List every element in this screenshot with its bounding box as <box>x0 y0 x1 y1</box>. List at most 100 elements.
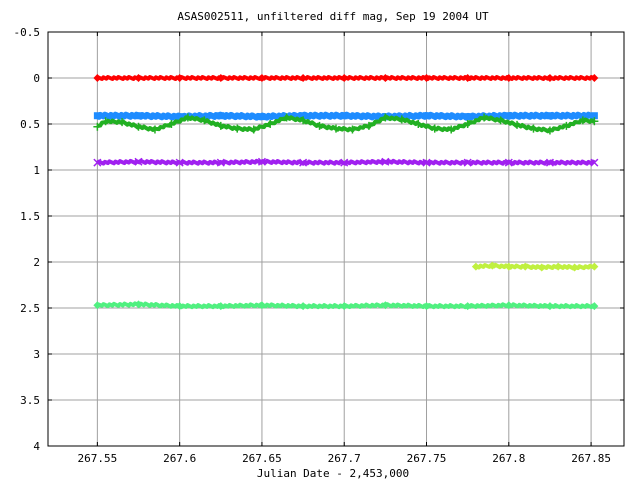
data-point <box>529 124 538 133</box>
axis-ticks: 267.55 267.6 267.65 267.7 267.75 267.8 267.85 -… <box>14 26 624 465</box>
data-point <box>430 124 439 133</box>
y-tick-label: 2.5 <box>20 302 40 315</box>
chart-title: ASAS002511, unfiltered diff mag, Sep 19 … <box>177 10 489 23</box>
data-point <box>340 158 349 167</box>
data-point <box>200 116 209 125</box>
data-point <box>537 263 546 272</box>
data-point <box>315 121 324 130</box>
y-tick-label: 3 <box>33 348 40 361</box>
data-point <box>216 158 225 167</box>
data-point <box>590 74 599 82</box>
data-point <box>332 124 340 133</box>
data-point <box>176 113 184 121</box>
data-point <box>463 120 472 128</box>
series-6 <box>93 300 599 311</box>
data-point <box>340 302 349 311</box>
data-point <box>118 118 127 127</box>
data-point <box>590 158 599 167</box>
data-point <box>134 122 143 131</box>
data-point <box>496 116 505 125</box>
series-trace <box>96 114 596 134</box>
data-point <box>233 124 242 133</box>
series-5 <box>471 261 599 272</box>
data-point <box>217 112 225 120</box>
data-point <box>257 157 266 166</box>
data-point <box>488 261 497 270</box>
data-point <box>554 262 563 271</box>
x-tick-label: 267.75 <box>407 452 447 465</box>
plot-frame <box>47 31 625 447</box>
data-point <box>299 74 308 82</box>
data-point <box>463 74 472 82</box>
data-point <box>504 262 513 271</box>
data-point <box>216 74 225 82</box>
data-point <box>562 121 571 130</box>
data-point <box>183 113 192 122</box>
data-point <box>93 158 102 167</box>
data-point <box>175 74 184 82</box>
data-point <box>447 125 456 134</box>
data-point <box>422 302 431 311</box>
data-point <box>480 113 489 122</box>
data-point <box>463 158 472 167</box>
data-point <box>546 112 554 120</box>
data-point <box>135 112 143 120</box>
data-point <box>505 112 513 120</box>
data-point <box>590 262 599 271</box>
x-tick-label: 267.6 <box>163 452 196 465</box>
data-point <box>545 158 554 167</box>
data-point <box>521 262 530 271</box>
data-point <box>175 302 184 311</box>
data-point <box>299 302 308 311</box>
data-point <box>299 112 307 120</box>
data-point <box>258 113 266 121</box>
data-point <box>93 122 102 131</box>
data-point <box>257 301 266 310</box>
data-point <box>340 74 349 82</box>
data-point <box>299 116 308 125</box>
data-point <box>545 126 554 135</box>
data-point <box>422 74 431 82</box>
data-marks <box>93 74 599 311</box>
data-point <box>397 115 406 124</box>
data-point <box>266 120 275 128</box>
data-point <box>381 113 390 122</box>
data-point <box>299 158 308 167</box>
data-point <box>167 120 176 128</box>
data-point <box>364 121 373 130</box>
data-point <box>134 74 143 82</box>
data-point <box>590 112 598 120</box>
y-tick-label: 2 <box>33 256 40 269</box>
data-point <box>545 302 554 311</box>
x-tick-label: 267.8 <box>492 452 525 465</box>
data-point <box>545 74 554 82</box>
series-1 <box>93 74 599 82</box>
data-point <box>590 117 599 126</box>
data-point <box>101 117 110 126</box>
data-point <box>381 157 390 166</box>
data-point <box>381 301 390 310</box>
x-tick-label: 267.7 <box>328 452 361 465</box>
data-point <box>423 112 431 120</box>
data-point <box>282 113 291 122</box>
data-point <box>134 157 143 166</box>
data-point <box>464 113 472 121</box>
y-tick-label: 4 <box>33 440 40 453</box>
x-tick-label: 267.65 <box>242 452 282 465</box>
data-point <box>570 263 579 272</box>
data-point <box>471 262 480 271</box>
data-point <box>249 125 258 134</box>
data-point <box>257 74 266 82</box>
series-3 <box>93 113 599 135</box>
data-point <box>463 302 472 311</box>
y-tick-label: 0.5 <box>20 118 40 131</box>
data-point <box>414 120 423 128</box>
data-point <box>134 300 143 309</box>
data-point <box>504 158 513 167</box>
y-tick-label: 3.5 <box>20 394 40 407</box>
data-point <box>93 112 101 120</box>
data-point <box>578 116 587 125</box>
data-point <box>216 302 225 311</box>
data-point <box>216 121 225 130</box>
